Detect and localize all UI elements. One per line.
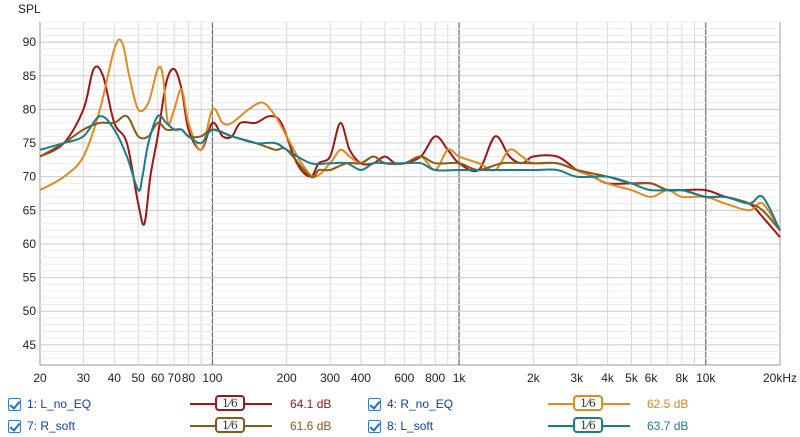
legend-label: 7: R_soft bbox=[27, 419, 76, 433]
legend: 1: L_no_EQ 4: R_no_EQ 7: R_soft 8: L_sof… bbox=[0, 390, 800, 437]
x-tick-label: 1k bbox=[453, 371, 467, 385]
x-tick-label: 80 bbox=[182, 371, 196, 385]
x-tick-label: 600 bbox=[394, 371, 414, 385]
y-tick-label: 75 bbox=[23, 136, 37, 150]
smoothing-button[interactable]: 1⁄6 bbox=[573, 395, 603, 411]
plot-area bbox=[39, 21, 781, 366]
x-tick-label: 300 bbox=[320, 371, 340, 385]
smoothing-button[interactable]: 1⁄6 bbox=[573, 417, 603, 433]
x-tick-label: 60 bbox=[151, 371, 165, 385]
x-tick-label: 30 bbox=[77, 371, 91, 385]
smoothing-control[interactable]: 1⁄6 bbox=[548, 415, 630, 437]
checkbox-icon[interactable] bbox=[368, 419, 381, 433]
x-tick-label: 8k bbox=[675, 371, 689, 385]
y-tick-label: 55 bbox=[23, 271, 37, 285]
legend-label: 1: L_no_EQ bbox=[27, 397, 92, 411]
y-tick-label: 85 bbox=[23, 69, 37, 83]
y-axis-label: SPL bbox=[18, 2, 41, 16]
legend-value: 64.1 dB bbox=[290, 397, 332, 411]
x-tick-label: 2k bbox=[527, 371, 541, 385]
grid bbox=[39, 21, 781, 366]
x-tick-label: 400 bbox=[351, 371, 371, 385]
legend-value: 62.5 dB bbox=[647, 397, 689, 411]
legend-value: 61.6 dB bbox=[290, 419, 332, 433]
x-tick-label: 3k bbox=[570, 371, 584, 385]
series-lines bbox=[39, 38, 781, 238]
checkbox-icon[interactable] bbox=[8, 397, 21, 411]
y-tick-label: 70 bbox=[23, 170, 37, 184]
legend-label: 8: L_soft bbox=[387, 419, 434, 433]
y-tick-label: 50 bbox=[23, 304, 37, 318]
series-line-l-soft bbox=[39, 114, 781, 231]
y-tick-label: 65 bbox=[23, 203, 37, 217]
x-tick-label: 100 bbox=[202, 371, 222, 385]
x-tick-label: 5k bbox=[625, 371, 639, 385]
y-tick-label: 90 bbox=[23, 35, 37, 49]
smoothing-button[interactable]: 1⁄6 bbox=[215, 417, 245, 433]
x-tick-label: 40 bbox=[108, 371, 122, 385]
y-tick-label: 60 bbox=[23, 237, 37, 251]
legend-label: 4: R_no_EQ bbox=[387, 397, 454, 411]
series-line-r-no-eq bbox=[39, 38, 781, 232]
smoothing-button[interactable]: 1⁄6 bbox=[215, 395, 245, 411]
smoothing-control[interactable]: 1⁄6 bbox=[190, 393, 272, 415]
y-tick-label: 80 bbox=[23, 102, 37, 116]
x-tick-label: 10k bbox=[696, 371, 716, 385]
legend-value: 63.7 dB bbox=[647, 419, 689, 433]
legend-item-7[interactable]: 7: R_soft bbox=[8, 415, 75, 437]
legend-item-8[interactable]: 8: L_soft bbox=[368, 415, 433, 437]
smoothing-control[interactable]: 1⁄6 bbox=[548, 393, 630, 415]
y-tick-label: 45 bbox=[23, 338, 37, 352]
legend-item-4[interactable]: 4: R_no_EQ bbox=[368, 393, 453, 415]
x-tick-label: 6k bbox=[645, 371, 659, 385]
x-tick-label: 20kHz bbox=[763, 371, 797, 385]
legend-item-1[interactable]: 1: L_no_EQ bbox=[8, 393, 91, 415]
x-tick-label: 20 bbox=[33, 371, 47, 385]
smoothing-control[interactable]: 1⁄6 bbox=[190, 415, 272, 437]
x-tick-label: 4k bbox=[601, 371, 615, 385]
x-tick-label: 800 bbox=[425, 371, 445, 385]
checkbox-icon[interactable] bbox=[368, 397, 381, 411]
checkbox-icon[interactable] bbox=[8, 419, 21, 433]
x-tick-label: 50 bbox=[131, 371, 145, 385]
x-tick-label: 70 bbox=[168, 371, 182, 385]
x-tick-label: 200 bbox=[277, 371, 297, 385]
